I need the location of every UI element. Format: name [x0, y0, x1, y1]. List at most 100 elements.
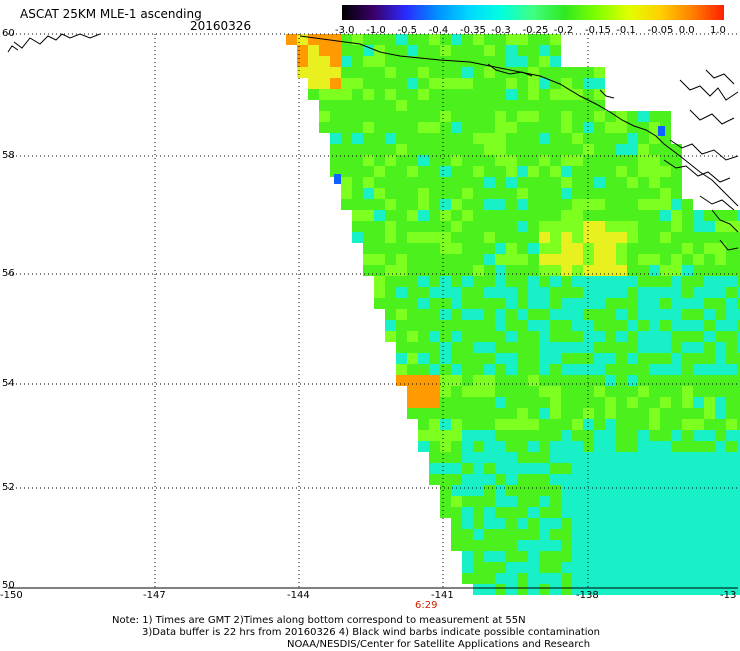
swath-cell	[418, 309, 429, 320]
swath-cell	[528, 287, 539, 298]
swath-cell	[649, 474, 660, 485]
swath-cell	[594, 298, 605, 309]
swath-cell	[550, 155, 561, 166]
swath-cell	[462, 540, 473, 551]
swath-cell	[715, 496, 726, 507]
swath-cell	[495, 133, 506, 144]
swath-cell	[671, 221, 682, 232]
swath-cell	[627, 309, 638, 320]
swath-cell	[550, 254, 561, 265]
swath-cell	[561, 166, 572, 177]
swath-cell	[473, 122, 484, 133]
swath-cell	[341, 177, 352, 188]
swath-cell	[605, 144, 616, 155]
swath-cell	[385, 298, 396, 309]
swath-cell	[407, 353, 418, 364]
swath-cell	[407, 265, 418, 276]
swath-cell	[605, 419, 616, 430]
swath-cell	[506, 397, 517, 408]
swath-cell	[539, 463, 550, 474]
swath-cell	[616, 265, 627, 276]
swath-cell	[616, 430, 627, 441]
swath-cell	[638, 177, 649, 188]
swath-cell	[627, 397, 638, 408]
swath-cell	[572, 331, 583, 342]
swath-cell	[484, 485, 495, 496]
swath-cell	[550, 78, 561, 89]
swath-cell	[671, 276, 682, 287]
swath-cell	[429, 78, 440, 89]
swath-cell	[418, 386, 429, 397]
swath-cell	[396, 78, 407, 89]
swath-cell	[550, 199, 561, 210]
swath-cell	[583, 144, 594, 155]
swath-cell	[660, 199, 671, 210]
swath-cell	[649, 342, 660, 353]
swath-cell	[726, 386, 737, 397]
swath-cell	[462, 78, 473, 89]
swath-cell	[616, 232, 627, 243]
swath-cell	[671, 441, 682, 452]
swath-cell	[671, 309, 682, 320]
swath-cell	[539, 287, 550, 298]
swath-cell	[407, 34, 418, 45]
swath-cell	[473, 89, 484, 100]
swath-cell	[473, 210, 484, 221]
swath-cell	[682, 441, 693, 452]
swath-cell	[374, 100, 385, 111]
swath-cell	[726, 243, 737, 254]
swath-cell	[473, 276, 484, 287]
swath-cell	[539, 353, 550, 364]
swath-cell	[539, 155, 550, 166]
swath-cell	[352, 89, 363, 100]
lon-label: -147	[143, 590, 166, 601]
swath-cell	[616, 562, 627, 573]
swath-cell	[539, 496, 550, 507]
swath-cell	[495, 562, 506, 573]
swath-cell	[506, 188, 517, 199]
swath-cell	[583, 100, 594, 111]
swath-cell	[715, 287, 726, 298]
swath-cell	[561, 111, 572, 122]
swath-cell	[484, 199, 495, 210]
swath-cell	[506, 529, 517, 540]
swath-cell	[330, 166, 341, 177]
swath-cell	[352, 144, 363, 155]
swath-cell	[495, 265, 506, 276]
swath-cell	[473, 309, 484, 320]
swath-cell	[506, 518, 517, 529]
swath-cell	[429, 386, 440, 397]
swath-cell	[396, 100, 407, 111]
swath-cell	[605, 188, 616, 199]
swath-cell	[385, 199, 396, 210]
swath-cell	[495, 419, 506, 430]
swath-cell	[715, 210, 726, 221]
swath-cell	[462, 419, 473, 430]
swath-cell	[451, 320, 462, 331]
swath-cell	[440, 177, 451, 188]
swath-cell	[451, 485, 462, 496]
swath-cell	[682, 463, 693, 474]
swath-cell	[528, 551, 539, 562]
swath-cell	[528, 507, 539, 518]
footnotes: Note: 1) Times are GMT 2)Times along bot…	[112, 615, 600, 651]
swath-cell	[473, 155, 484, 166]
swath-cell	[440, 320, 451, 331]
swath-cell	[693, 210, 704, 221]
swath-cell	[550, 276, 561, 287]
swath-cell	[341, 155, 352, 166]
swath-cell	[319, 111, 330, 122]
swath-cell	[726, 518, 737, 529]
swath-cell	[671, 298, 682, 309]
swath-cell	[330, 100, 341, 111]
swath-cell	[528, 342, 539, 353]
swath-cell	[594, 485, 605, 496]
swath-cell	[660, 331, 671, 342]
lat-label: 50	[2, 580, 15, 591]
swath-cell	[627, 320, 638, 331]
swath-cell	[462, 441, 473, 452]
swath-cell	[572, 67, 583, 78]
swath-cell	[693, 265, 704, 276]
swath-cell	[429, 243, 440, 254]
swath-cell	[495, 342, 506, 353]
